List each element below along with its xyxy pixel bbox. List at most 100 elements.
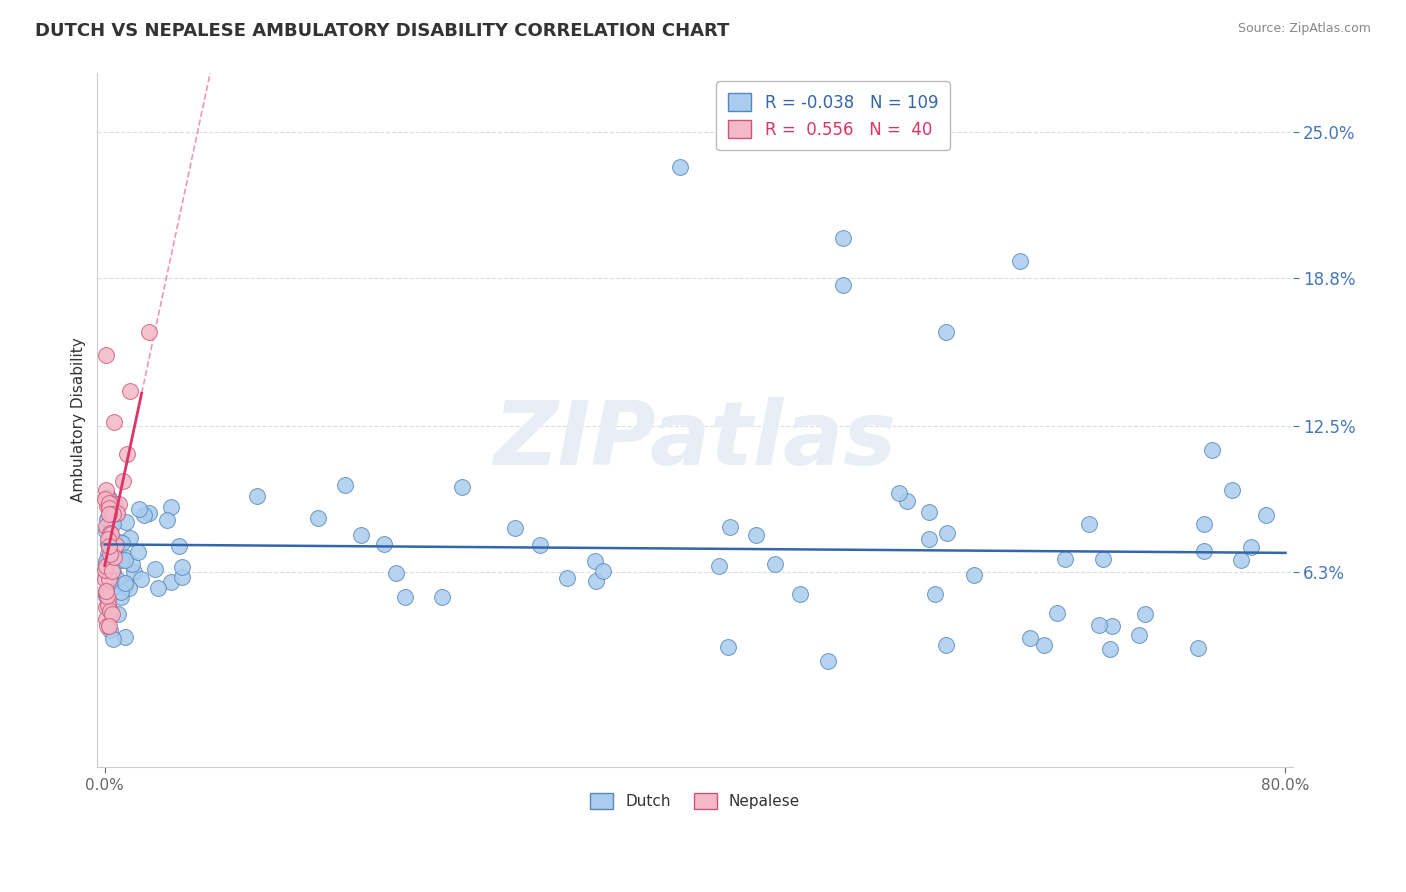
Point	[94, 491, 117, 506]
Point	[96, 483, 118, 497]
Point	[97, 515, 120, 529]
Point	[114, 576, 136, 591]
Point	[172, 570, 194, 584]
Point	[963, 568, 986, 582]
Point	[896, 493, 918, 508]
Point	[583, 554, 606, 568]
Point	[104, 497, 127, 511]
Point	[97, 592, 120, 607]
Point	[385, 566, 408, 580]
Text: Source: ZipAtlas.com: Source: ZipAtlas.com	[1237, 22, 1371, 36]
Point	[111, 474, 134, 488]
Point	[831, 231, 853, 245]
Point	[97, 553, 120, 567]
Point	[98, 619, 121, 633]
Point	[96, 590, 118, 604]
Point	[94, 559, 117, 574]
Point	[1092, 551, 1115, 566]
Point	[105, 507, 128, 521]
Point	[307, 510, 329, 524]
Point	[1192, 516, 1215, 531]
Point	[96, 524, 118, 538]
Point	[108, 497, 131, 511]
Point	[121, 558, 143, 572]
Point	[503, 521, 526, 535]
Point	[935, 325, 957, 339]
Point	[101, 582, 124, 596]
Point	[110, 552, 132, 566]
Point	[98, 524, 121, 539]
Point	[717, 640, 740, 654]
Point	[831, 277, 853, 292]
Point	[763, 557, 786, 571]
Point	[138, 325, 160, 339]
Point	[789, 587, 811, 601]
Point	[100, 564, 122, 578]
Point	[120, 531, 142, 545]
Point	[1087, 618, 1109, 632]
Point	[1256, 508, 1278, 522]
Point	[100, 574, 122, 588]
Point	[430, 591, 453, 605]
Point	[745, 528, 768, 542]
Point	[120, 384, 142, 398]
Point	[1192, 544, 1215, 558]
Point	[1240, 540, 1263, 554]
Point	[96, 583, 118, 598]
Point	[97, 537, 120, 551]
Point	[373, 537, 395, 551]
Point	[1133, 607, 1156, 621]
Point	[100, 607, 122, 621]
Point	[138, 506, 160, 520]
Point	[103, 549, 125, 564]
Point	[146, 582, 169, 596]
Point	[114, 550, 136, 565]
Point	[94, 518, 117, 533]
Point	[585, 574, 607, 589]
Point	[101, 516, 124, 531]
Point	[96, 589, 118, 603]
Point	[98, 498, 121, 512]
Point	[159, 500, 181, 515]
Point	[96, 558, 118, 573]
Point	[114, 553, 136, 567]
Point	[110, 590, 132, 604]
Point	[94, 612, 117, 626]
Point	[1128, 627, 1150, 641]
Point	[94, 584, 117, 599]
Point	[1201, 442, 1223, 457]
Point	[335, 478, 357, 492]
Point	[529, 538, 551, 552]
Point	[98, 491, 121, 505]
Point	[1008, 254, 1031, 268]
Point	[1101, 619, 1123, 633]
Point	[110, 585, 132, 599]
Point	[96, 500, 118, 514]
Point	[592, 564, 614, 578]
Point	[935, 526, 957, 541]
Point	[101, 632, 124, 646]
Point	[97, 532, 120, 546]
Point	[1077, 516, 1099, 531]
Point	[103, 415, 125, 429]
Point	[127, 545, 149, 559]
Point	[170, 560, 193, 574]
Point	[450, 480, 472, 494]
Point	[924, 587, 946, 601]
Point	[669, 160, 692, 174]
Point	[97, 547, 120, 561]
Point	[1230, 553, 1253, 567]
Point	[160, 575, 183, 590]
Point	[97, 500, 120, 515]
Point	[246, 489, 269, 503]
Point	[97, 496, 120, 510]
Point	[98, 624, 121, 638]
Legend: Dutch, Nepalese: Dutch, Nepalese	[583, 787, 806, 815]
Point	[98, 548, 121, 562]
Point	[169, 539, 191, 553]
Point	[707, 559, 730, 574]
Point	[104, 549, 127, 564]
Point	[118, 581, 141, 595]
Point	[94, 563, 117, 577]
Point	[1033, 638, 1056, 652]
